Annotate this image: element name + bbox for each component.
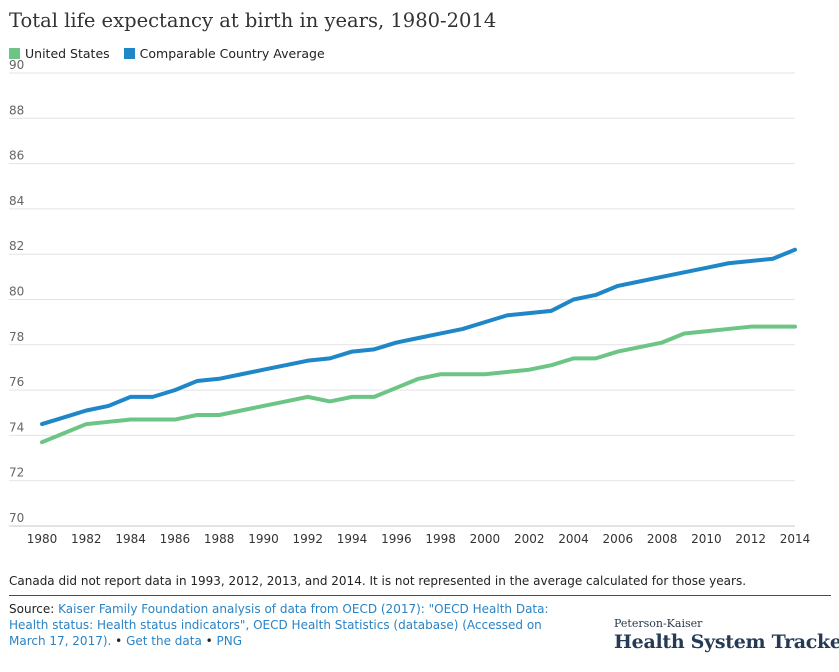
separator: • [205,634,213,648]
brand-logo[interactable]: Peterson-Kaiser Health System Tracker [614,617,839,653]
png-link[interactable]: PNG [216,634,243,648]
y-tick-label: 74 [9,420,24,434]
x-tick-label: 1988 [204,532,235,546]
x-tick-label: 2002 [514,532,545,546]
legend-label-us: United States [25,46,110,61]
x-tick-label: 1996 [381,532,412,546]
legend-item-us[interactable]: United States [9,46,110,61]
x-tick-label: 1980 [27,532,58,546]
y-tick-label: 88 [9,103,24,117]
y-tick-label: 90 [9,58,24,72]
x-tick-label: 2012 [735,532,766,546]
series-line-us [40,324,797,445]
y-tick-label: 72 [9,466,24,480]
x-tick-label: 2000 [470,532,501,546]
x-tick-label: 2010 [691,532,722,546]
series-line-comparable [40,247,797,427]
legend-label-comparable: Comparable Country Average [139,46,325,61]
x-tick-label: 1994 [337,532,368,546]
get-data-link[interactable]: Get the data [126,634,202,648]
y-tick-label: 80 [9,285,24,299]
y-tick-label: 76 [9,375,24,389]
legend-item-comparable[interactable]: Comparable Country Average [123,46,325,61]
x-tick-label: 2014 [780,532,811,546]
y-tick-label: 70 [9,511,24,525]
x-tick-label: 1982 [71,532,102,546]
chart-note: Canada did not report data in 1993, 2012… [9,574,747,588]
x-tick-label: 1998 [425,532,456,546]
x-tick-label: 2006 [603,532,634,546]
x-tick-label: 1984 [115,532,146,546]
y-tick-label: 84 [9,194,24,208]
brand-top-text: Peterson-Kaiser [614,617,703,630]
x-tick-label: 2008 [647,532,678,546]
x-tick-label: 1986 [160,532,191,546]
y-tick-label: 78 [9,330,24,344]
legend: United States Comparable Country Average [9,46,339,61]
source-label: Source: [9,602,55,616]
x-tick-label: 2004 [558,532,589,546]
line-chart: 70 72 74 76 78 80 82 84 86 88 90 1980 1982 1984 1986 19… [9,58,811,546]
legend-swatch-comparable [123,48,135,59]
separator: • [115,634,123,648]
source-link[interactable]: Kaiser Family Foundation analysis of dat… [9,602,549,648]
divider [9,595,831,596]
y-tick-label: 82 [9,239,24,253]
x-tick-label: 1992 [292,532,323,546]
legend-swatch-us [9,48,20,59]
brand-main-text: Health System Tracker [614,631,839,653]
x-tick-label: 1990 [248,532,279,546]
chart-title: Total life expectancy at birth in years,… [9,9,497,32]
source-block: Source: Kaiser Family Foundation analysi… [9,601,554,649]
y-tick-label: 86 [9,149,24,163]
